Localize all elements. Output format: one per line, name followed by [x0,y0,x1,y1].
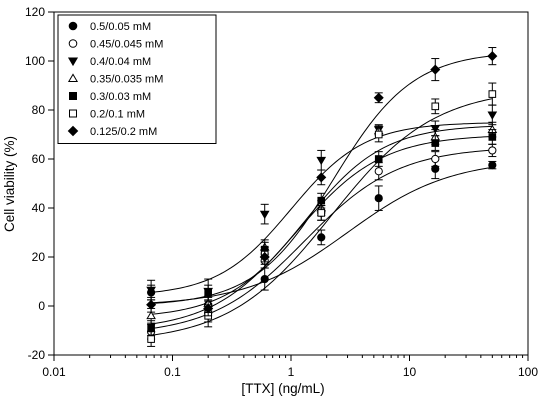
legend-marker [67,73,79,83]
y-tick-label: 80 [32,103,46,117]
legend-marker [69,92,77,100]
data-point [204,288,212,297]
data-point [374,130,383,139]
x-tick-label: 0.01 [42,365,66,379]
data-point [487,51,498,62]
x-tick-label: 1 [288,365,295,379]
series-group [146,47,498,317]
legend: 0.5/0.05 mM 0.45/0.045 mM 0.4/0.04 mM 0.35/… [57,14,217,144]
y-tick-label: 120 [25,5,45,19]
legend-label: 0.2/0.1 mM [90,109,145,121]
data-point [374,167,383,176]
data-point [488,133,497,141]
data-point [487,111,498,120]
data-point [317,196,326,205]
data-point [147,324,155,332]
data-point [374,155,383,163]
x-tick-label: 100 [518,365,538,379]
data-point [146,286,156,296]
data-point [316,156,327,166]
data-point [373,92,384,103]
y-tick-label: 0 [38,299,45,313]
y-tick-label: 100 [25,54,45,68]
data-point [317,233,326,242]
legend-marker [68,21,78,31]
x-tick-label: 10 [403,365,417,379]
axes: 0.01 0.1 1 10 100 -20 0 20 40 60 80 100 120 [25,5,538,379]
data-point [431,102,440,111]
y-tick-label: 60 [32,152,46,166]
legend-label: 0.4/0.04 mM [90,56,151,68]
x-axis-label: [TTX] (ng/mL) [241,381,324,396]
data-point [488,90,497,98]
legend-label: 0.3/0.03 mM [90,91,151,103]
data-point [374,194,383,203]
data-point [146,299,157,310]
data-point [259,210,270,220]
data-point [431,154,440,164]
data-point [260,274,269,284]
data-point [316,172,327,183]
data-point [203,303,214,314]
legend-label: 0.5/0.05 mM [90,21,151,33]
legend-marker [68,39,78,48]
data-points [146,47,498,347]
data-point [431,139,440,147]
legend-marker [67,125,79,137]
legend-label: 0.35/0.035 mM [90,74,163,86]
data-point [488,146,497,155]
y-tick-label: -20 [28,348,46,362]
data-point [146,310,156,320]
y-tick-label: 40 [32,201,46,215]
y-tick-label: 20 [32,250,46,264]
data-point [317,209,326,217]
legend-marker [69,109,77,118]
data-point [147,335,155,343]
data-point [488,161,497,170]
y-axis-label: Cell viability (%) [2,136,17,232]
data-point [430,64,441,75]
legend-label: 0.125/0.2 mM [90,126,157,138]
data-point [430,124,441,134]
legend-label: 0.45/0.045 mM [90,39,163,51]
legend-box [57,14,217,144]
data-point [259,251,270,263]
legend-marker [67,57,79,67]
x-tick-label: 0.1 [164,365,181,379]
